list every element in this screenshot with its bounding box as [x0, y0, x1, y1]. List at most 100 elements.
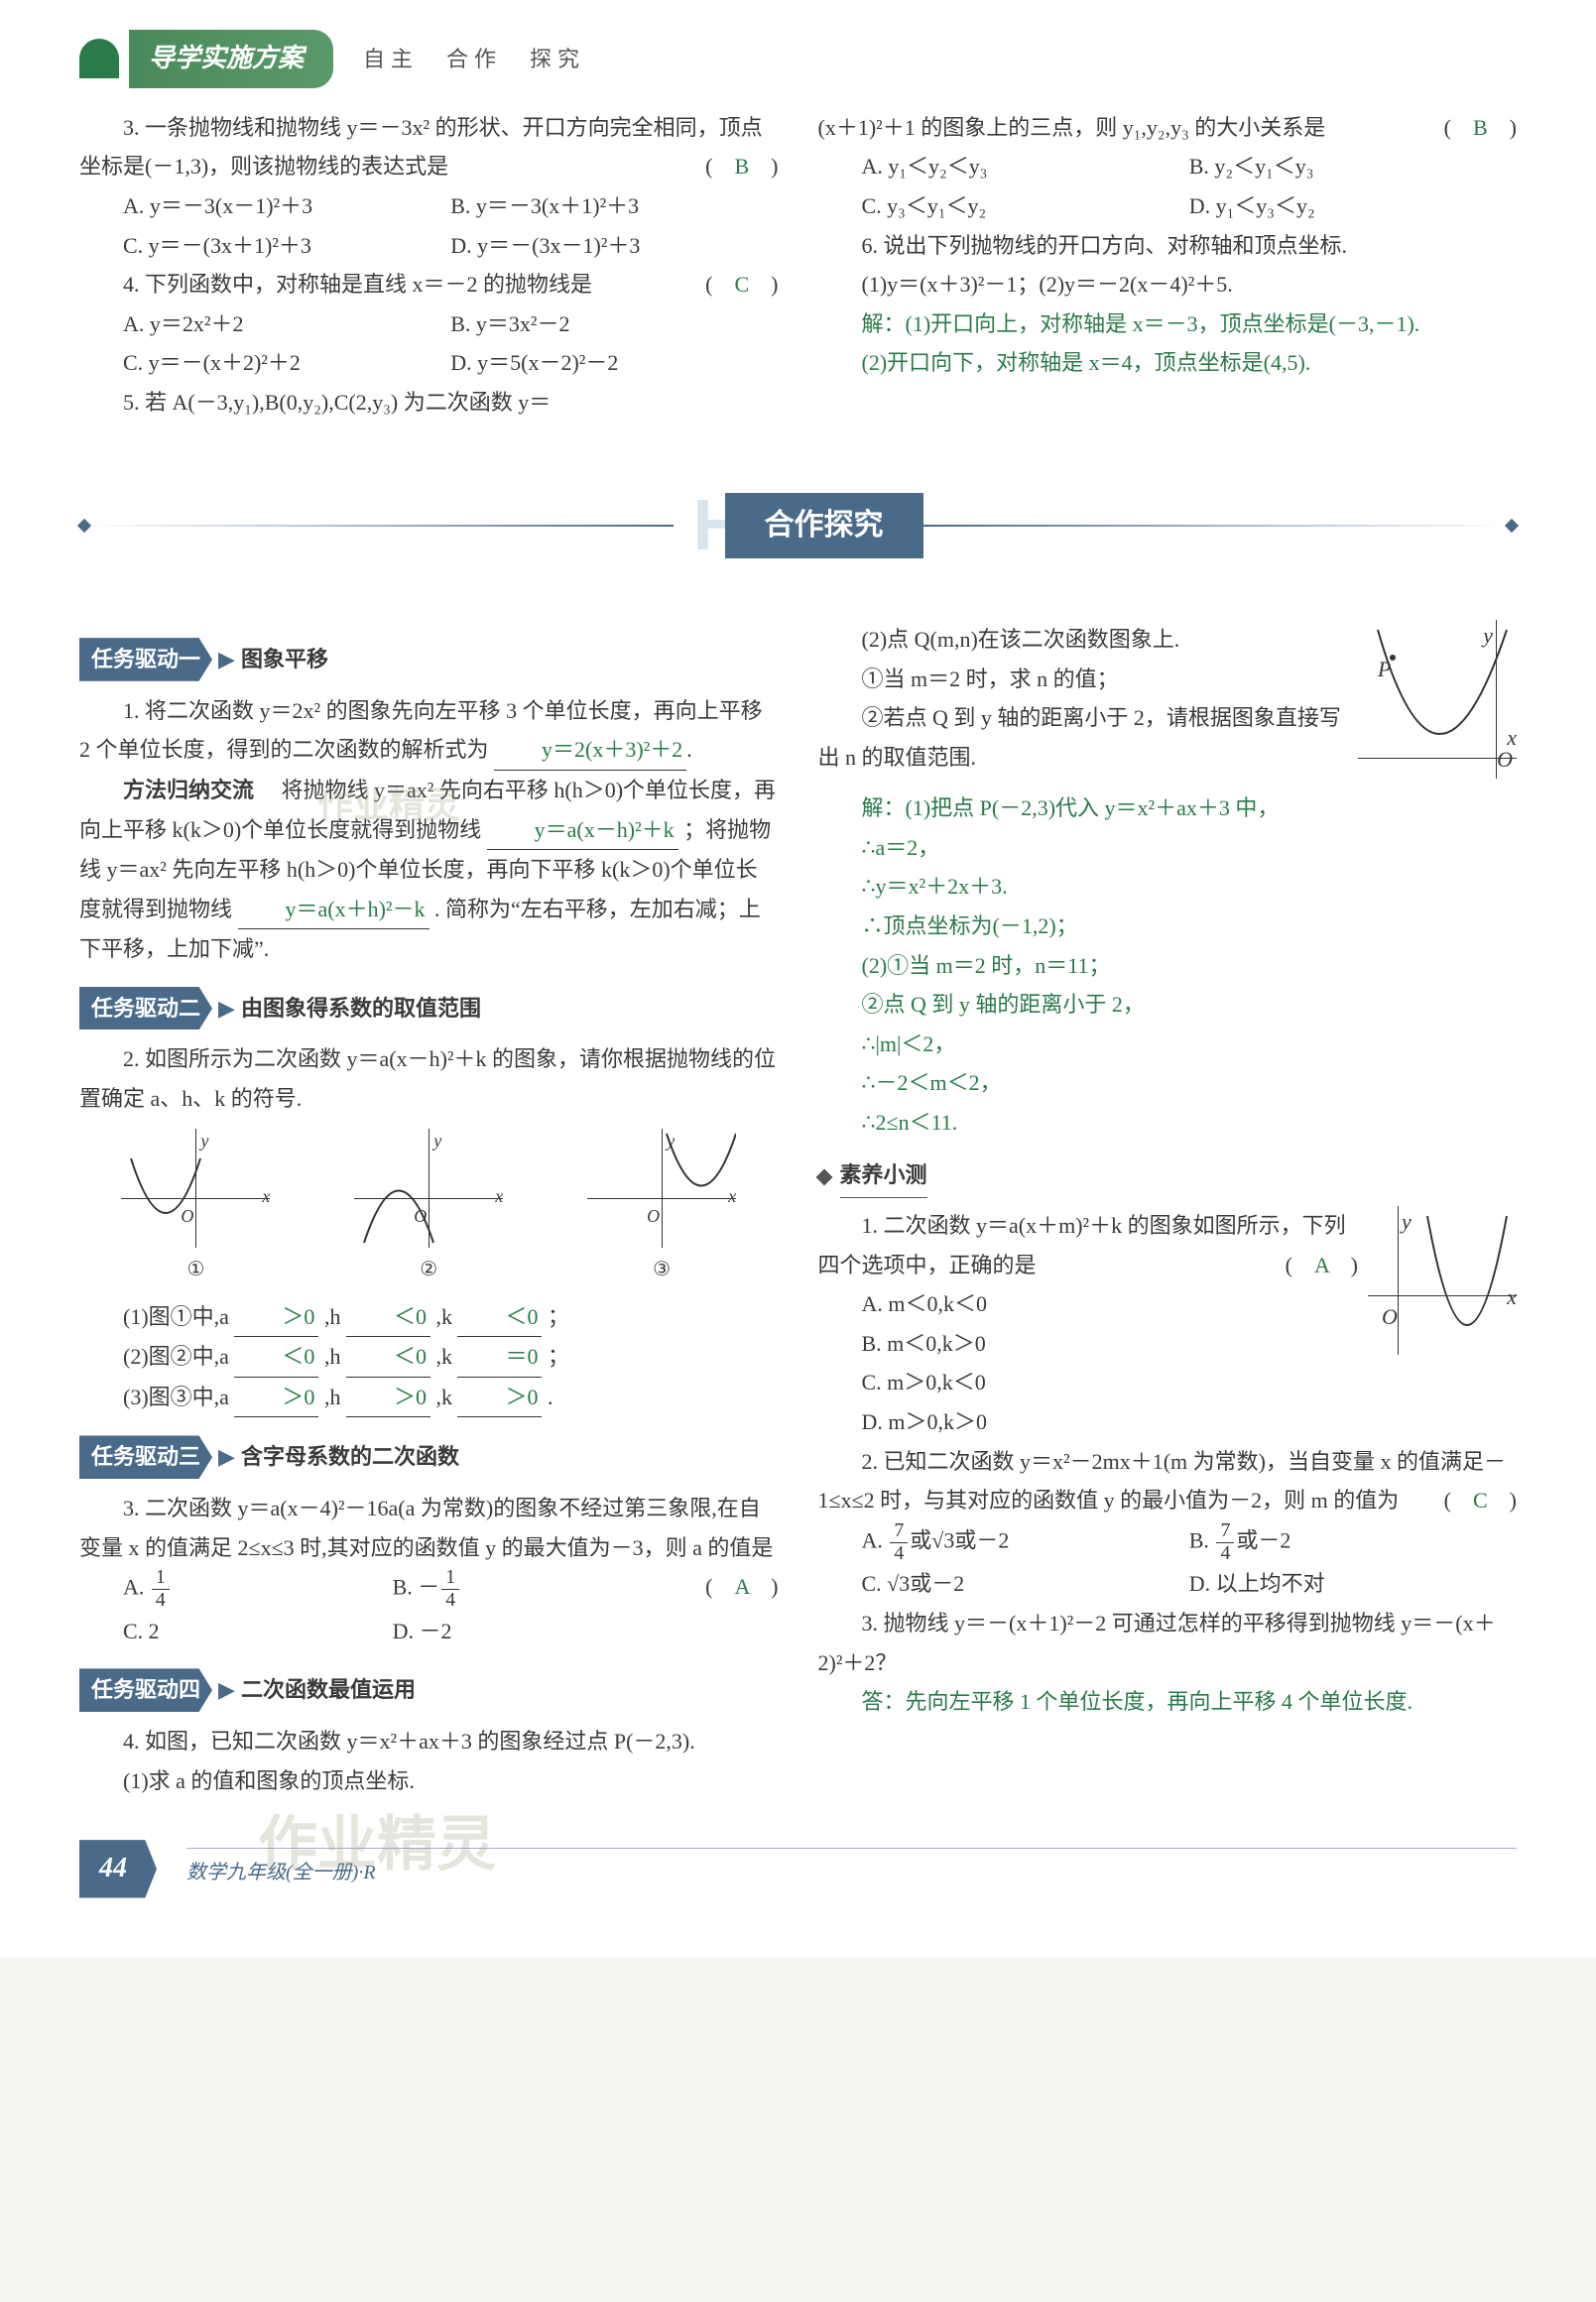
- quiz-q2-c: C. √3或－2: [862, 1564, 1189, 1604]
- q4-opt-d: D. y＝5(x－2)²－2: [450, 343, 778, 383]
- main-section: 任务驱动一 ▶ 图象平移 1. 将二次函数 y＝2x² 的图象先向左平移 3 个…: [79, 620, 1517, 1800]
- q2b-n: 7: [1216, 1520, 1234, 1543]
- q4-options: A. y＝2x²＋2 B. y＝3x²－2 C. y＝－(x＋2)²＋2 D. …: [79, 304, 779, 383]
- fig1-caption: ①: [121, 1252, 270, 1287]
- q5-text2: (x＋1)²＋1 的图象上的三点，则 y₁,y₂,y₃ 的大小关系是: [818, 115, 1326, 140]
- top-right-col: (x＋1)²＋1 的图象上的三点，则 y₁,y₂,y₃ 的大小关系是 ( B )…: [818, 108, 1518, 423]
- q4-graph: x y O P: [1358, 620, 1517, 779]
- top-section: 3. 一条抛物线和抛物线 y＝－3x² 的形状、开口方向完全相同，顶点坐标是(－…: [79, 108, 1517, 423]
- q2b-d: 4: [1216, 1543, 1234, 1565]
- q4-opt-b: B. y＝3x²－2: [450, 304, 778, 344]
- q2a-post: 或√3或－2: [910, 1527, 1009, 1552]
- q4c-a1: 解：(1)把点 P(－2,3)代入 y＝x²＋ax＋3 中，: [818, 788, 1518, 828]
- q2a-pre: A.: [862, 1527, 889, 1552]
- r1-h: ＜0: [346, 1297, 430, 1338]
- task4-head: 任务驱动四 ▶ 二次函数最值运用: [79, 1668, 779, 1712]
- fig2: xyO ②: [354, 1129, 503, 1287]
- task3-tag: 任务驱动三: [79, 1435, 212, 1479]
- quiz-q2-d: D. 以上均不对: [1189, 1564, 1517, 1604]
- task3-opt-b: B. －14: [393, 1567, 663, 1612]
- t3a-n: 1: [152, 1567, 170, 1590]
- footer-text: 数学九年级(全一册)·R: [186, 1848, 1517, 1890]
- q2a-n: 7: [890, 1520, 908, 1543]
- q3-opt-d: D. y＝－(3x－1)²＋3: [450, 226, 778, 266]
- q3-options: A. y＝－3(x－1)²＋3 B. y＝－3(x＋1)²＋3 C. y＝－(3…: [79, 186, 779, 265]
- q4c-a2: ∴a＝2，: [818, 828, 1518, 868]
- quiz-q1-c: C. m＞0,k＜0: [818, 1363, 1518, 1402]
- task4-tag: 任务驱动四: [79, 1668, 212, 1712]
- r2-m2: ,k: [435, 1344, 452, 1369]
- task3-title: 含字母系数的二次函数: [241, 1437, 459, 1477]
- main-right-col: x y O P (2)点 Q(m,n)在该二次函数图象上. ①当 m＝2 时，求…: [818, 620, 1518, 1800]
- r1-end: ；: [548, 1304, 569, 1329]
- r1-m2: ,k: [435, 1304, 452, 1329]
- r1-pre: (1)图①中,a: [123, 1304, 229, 1329]
- task2-r2: (2)图②中,a ＜0 ,h ＜0 ,k ＝0 ；: [79, 1337, 779, 1378]
- task3-opt-d: D. －2: [393, 1612, 663, 1651]
- q2b-pre: B.: [1189, 1527, 1215, 1552]
- q4c-a7: ∴|m|＜2，: [818, 1025, 1518, 1064]
- r2-k: ＝0: [457, 1337, 542, 1378]
- task1-tag: 任务驱动一: [79, 638, 212, 681]
- quiz-q1-block: x y O 1. 二次函数 y＝a(x＋m)²＋k 的图象如图所示，下列四个选项…: [818, 1206, 1518, 1442]
- quiz-q1-answer: A: [1314, 1253, 1329, 1277]
- task4-q4a: 4. 如图，已知二次函数 y＝x²＋ax＋3 的图象经过点 P(－2,3).: [79, 1722, 779, 1761]
- banner-label: 合作探究: [725, 493, 923, 558]
- task4-q4b: (1)求 a 的值和图象的顶点坐标.: [79, 1761, 779, 1801]
- q4-text: 4. 下列函数中，对称轴是直线 x＝－2 的抛物线是: [123, 272, 592, 297]
- task2-r3: (3)图③中,a ＞0 ,h ＞0 ,k ＞0 .: [79, 1378, 779, 1418]
- q6-stem: 6. 说出下列抛物线的开口方向、对称轴和顶点坐标.: [818, 226, 1518, 266]
- q3-answer: B: [734, 154, 749, 179]
- t3a-d: 4: [152, 1590, 170, 1612]
- header-subtitle: 自主 合作 探究: [363, 40, 585, 79]
- q4c-a6: ②点 Q 到 y 轴的距离小于 2，: [818, 985, 1518, 1025]
- q4c-a9: ∴2≤n＜11.: [818, 1103, 1518, 1143]
- task1-arrow-icon: ▶: [218, 640, 235, 679]
- q4c-a8: ∴－2＜m＜2，: [818, 1063, 1518, 1103]
- q2b-post: 或－2: [1236, 1527, 1290, 1552]
- r3-pre: (3)图③中,a: [123, 1385, 229, 1409]
- quiz-q2-a: A. 74或√3或－2: [862, 1520, 1189, 1565]
- fig2-graph: xyO: [354, 1129, 503, 1248]
- task3-q3: 3. 二次函数 y＝a(x－4)²－16a(a 为常数)的图象不经过第三象限,在…: [79, 1489, 779, 1567]
- q4c-a5: (2)①当 m＝2 时，n＝11；: [818, 946, 1518, 986]
- page-number: 44: [79, 1840, 157, 1897]
- banner-dot-right: [1505, 519, 1519, 533]
- q5-opt-d: D. y₁＜y₃＜y₂: [1189, 186, 1517, 226]
- page-header: 导学实施方案 自主 合作 探究: [79, 30, 1517, 88]
- method-ans2: y＝a(x＋h)²－k: [238, 890, 430, 930]
- q4c-a3: ∴y＝x²＋2x＋3.: [818, 867, 1518, 907]
- q4-cont-block: x y O P (2)点 Q(m,n)在该二次函数图象上. ①当 m＝2 时，求…: [818, 620, 1518, 788]
- task1-method: 方法归纳交流 将抛物线 y＝ax² 先向右平移 h(h＞0)个单位长度，再向上平…: [79, 771, 779, 969]
- r1-a: ＞0: [234, 1297, 318, 1338]
- page: 导学实施方案 自主 合作 探究 3. 一条抛物线和抛物线 y＝－3x² 的形状、…: [0, 0, 1596, 1958]
- task3-answer: A: [734, 1574, 749, 1599]
- q4-opt-c: C. y＝－(x＋2)²＋2: [123, 343, 450, 383]
- fig3-caption: ③: [587, 1252, 736, 1287]
- r3-m2: ,k: [435, 1385, 452, 1409]
- quiz-q1-d: D. m＞0,k＞0: [818, 1402, 1518, 1442]
- quiz-q1-graph: x y O: [1368, 1206, 1517, 1355]
- task2-head: 任务驱动二 ▶ 由图象得系数的取值范围: [79, 987, 779, 1030]
- task2-title: 由图象得系数的取值范围: [241, 989, 481, 1029]
- r2-end: ；: [548, 1344, 569, 1369]
- q5-opt-c: C. y₃＜y₁＜y₂: [862, 186, 1189, 226]
- q6-ans2: (2)开口向下，对称轴是 x＝4，顶点坐标是(4,5).: [818, 343, 1518, 383]
- q4-opt-a: A. y＝2x²＋2: [123, 304, 450, 344]
- method-label: 方法归纳交流: [123, 778, 254, 802]
- quiz-q2-answer: C: [1473, 1488, 1488, 1513]
- parabola-p-icon: [1358, 620, 1517, 779]
- q5-answer: B: [1473, 115, 1488, 140]
- task1-q1-ans: y＝2(x＋3)²＋2: [494, 730, 686, 771]
- q3-text: 3. 一条抛物线和抛物线 y＝－3x² 的形状、开口方向完全相同，顶点坐标是(－…: [79, 115, 763, 180]
- r2-a: ＜0: [234, 1337, 318, 1378]
- r3-end: .: [548, 1385, 553, 1409]
- banner-line-right: [923, 525, 1508, 527]
- task4-title: 二次函数最值运用: [241, 1670, 416, 1710]
- q6-line1: (1)y＝(x＋3)²－1；(2)y＝－2(x－4)²＋5.: [818, 265, 1518, 304]
- task3-head: 任务驱动三 ▶ 含字母系数的二次函数: [79, 1435, 779, 1479]
- task3-opt-c: C. 2: [123, 1612, 393, 1651]
- q4-answer: C: [734, 272, 749, 297]
- q3-opt-a: A. y＝－3(x－1)²＋3: [123, 186, 450, 226]
- q3-opt-c: C. y＝－(3x＋1)²＋3: [123, 226, 450, 266]
